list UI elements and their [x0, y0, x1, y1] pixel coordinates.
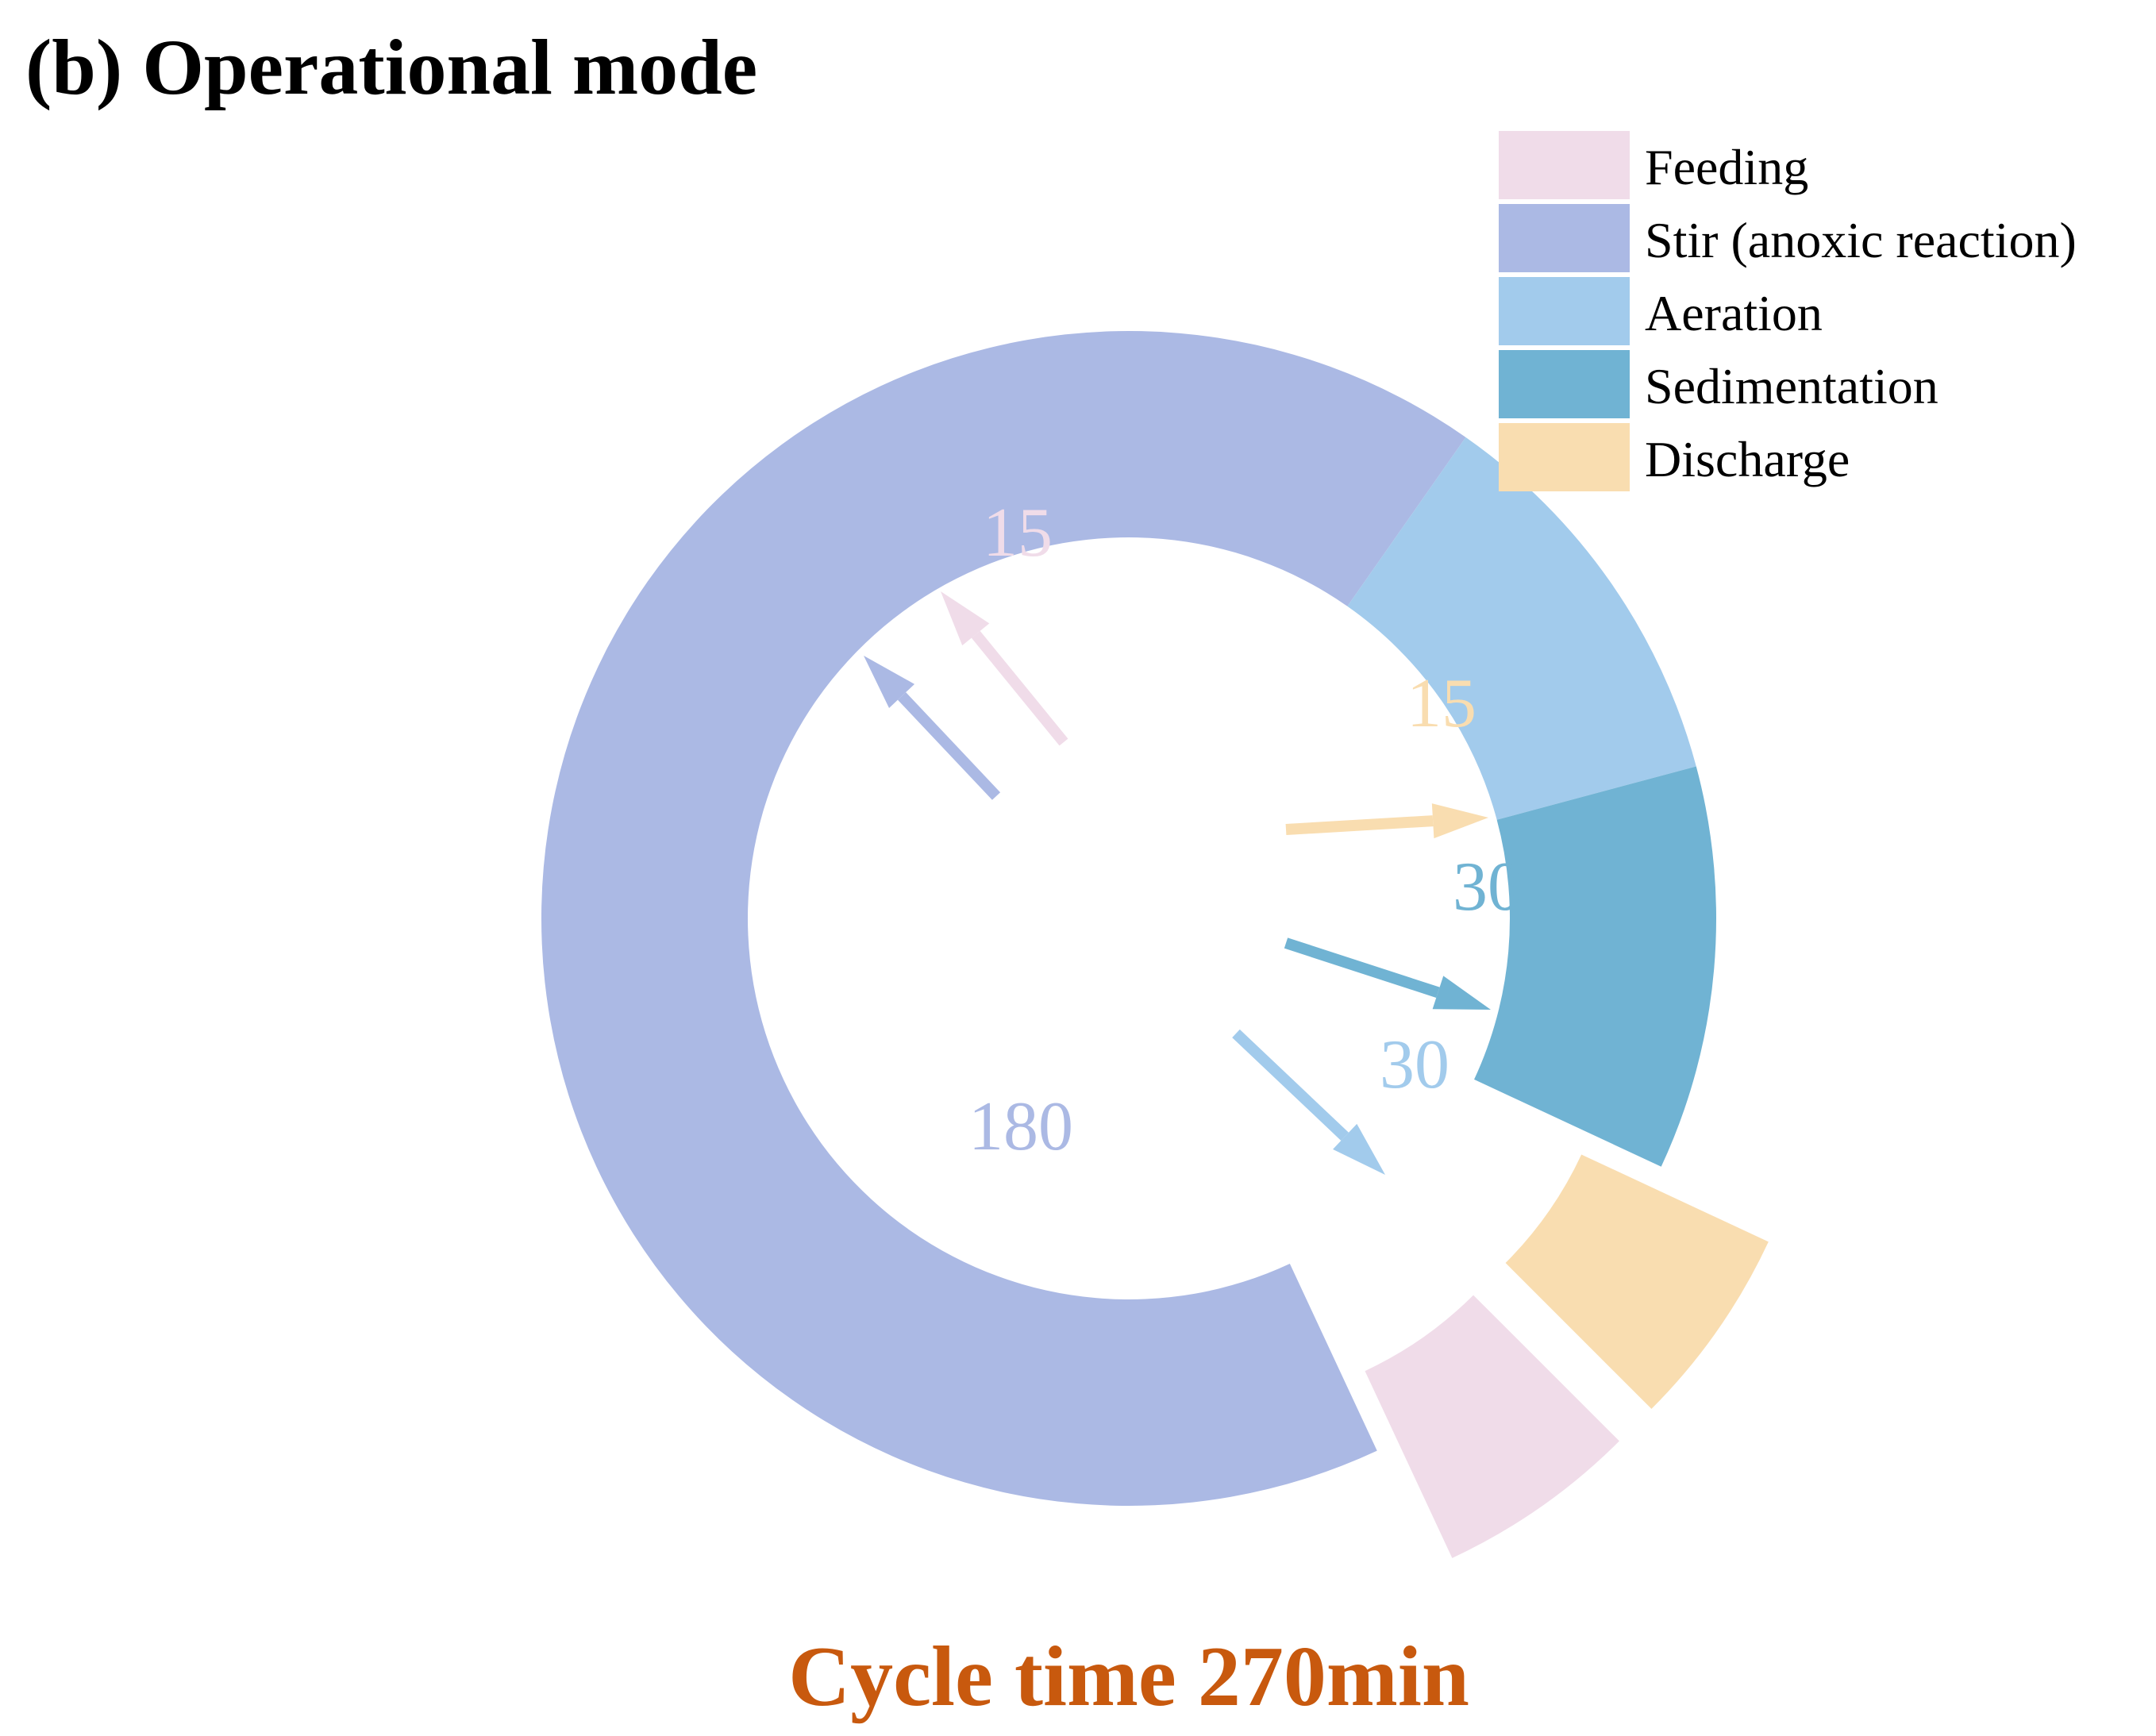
arrow-shaft	[897, 692, 1001, 800]
arrow-shaft	[1285, 815, 1434, 835]
value-label: 180	[968, 1088, 1073, 1165]
legend-swatch	[1499, 423, 1630, 491]
value-label: 15	[1407, 665, 1476, 742]
arrow-head	[1432, 976, 1491, 1010]
slice-discharge	[1505, 1154, 1769, 1409]
label-arrows	[864, 591, 1491, 1175]
legend: Feeding Stir (anoxic reaction) Aeration Sed…	[1499, 131, 2077, 491]
arrow-head	[864, 656, 915, 709]
value-labels: 15 180 30 30 15	[968, 495, 1523, 1165]
donut-slices	[541, 331, 1769, 1558]
arrow-shaft	[1232, 1029, 1349, 1141]
legend-swatch	[1499, 204, 1630, 272]
value-label: 15	[983, 495, 1053, 572]
slice-feeding	[1365, 1295, 1619, 1558]
legend-swatch	[1499, 277, 1630, 345]
value-label: 30	[1453, 849, 1523, 926]
legend-label: Stir (anoxic reaction)	[1645, 212, 2077, 268]
legend-label: Discharge	[1645, 431, 1850, 487]
slice-aeration	[1347, 437, 1696, 820]
arrow-head	[1431, 803, 1488, 839]
arrow-head	[1333, 1123, 1385, 1175]
legend-swatch	[1499, 131, 1630, 199]
arrow-head	[941, 591, 990, 646]
arrow-shaft	[1284, 937, 1440, 998]
legend-swatch	[1499, 350, 1630, 418]
legend-label: Sedimentation	[1645, 358, 1938, 414]
arrow-shaft	[971, 630, 1068, 746]
legend-label: Aeration	[1645, 285, 1823, 341]
legend-label: Feeding	[1645, 139, 1808, 195]
chart-title: (b) Operational mode	[25, 23, 757, 111]
slice-sedimentation	[1474, 766, 1716, 1167]
cycle-time-caption: Cycle time 270min	[788, 1630, 1469, 1724]
slice-stir-anoxic-reaction	[541, 331, 1466, 1506]
value-label: 30	[1380, 1026, 1450, 1103]
